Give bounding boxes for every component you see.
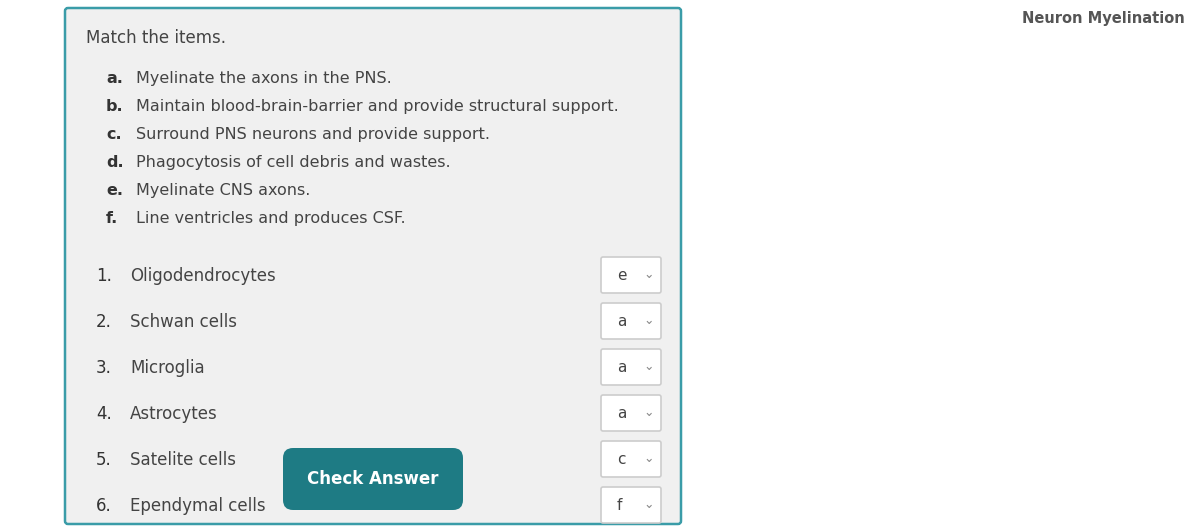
Text: Schwan cells: Schwan cells — [130, 313, 238, 331]
Text: Microglia: Microglia — [130, 359, 205, 377]
Text: Oligodendrocytes: Oligodendrocytes — [130, 267, 276, 285]
Text: Phagocytosis of cell debris and wastes.: Phagocytosis of cell debris and wastes. — [136, 155, 451, 170]
Text: f: f — [617, 498, 623, 512]
Text: e: e — [617, 268, 626, 282]
Text: b.: b. — [106, 99, 124, 114]
Text: 4.: 4. — [96, 405, 112, 423]
Text: Surround PNS neurons and provide support.: Surround PNS neurons and provide support… — [136, 127, 490, 142]
FancyBboxPatch shape — [601, 349, 661, 385]
Text: ⌄: ⌄ — [643, 452, 654, 466]
Text: Match the items.: Match the items. — [86, 29, 226, 47]
Text: Line ventricles and produces CSF.: Line ventricles and produces CSF. — [136, 211, 406, 226]
FancyBboxPatch shape — [601, 257, 661, 293]
Text: e.: e. — [106, 183, 124, 198]
Text: Neuron Myelination: Neuron Myelination — [1022, 11, 1186, 26]
Text: a: a — [617, 313, 626, 329]
Text: a: a — [617, 406, 626, 421]
Text: d.: d. — [106, 155, 124, 170]
Text: Myelinate CNS axons.: Myelinate CNS axons. — [136, 183, 311, 198]
Text: a.: a. — [106, 71, 122, 86]
Text: ⌄: ⌄ — [643, 361, 654, 373]
Text: ⌄: ⌄ — [643, 269, 654, 281]
Text: Check Answer: Check Answer — [307, 470, 439, 488]
Text: a: a — [617, 359, 626, 374]
Text: c: c — [617, 451, 625, 467]
Text: Myelinate the axons in the PNS.: Myelinate the axons in the PNS. — [136, 71, 391, 86]
Text: Astrocytes: Astrocytes — [130, 405, 217, 423]
FancyBboxPatch shape — [601, 395, 661, 431]
Text: ⌄: ⌄ — [643, 407, 654, 419]
FancyBboxPatch shape — [601, 303, 661, 339]
FancyBboxPatch shape — [283, 448, 463, 510]
Text: ⌄: ⌄ — [643, 499, 654, 511]
Text: Ependymal cells: Ependymal cells — [130, 497, 265, 515]
Text: 1.: 1. — [96, 267, 112, 285]
Text: 2.: 2. — [96, 313, 112, 331]
Text: Maintain blood-brain-barrier and provide structural support.: Maintain blood-brain-barrier and provide… — [136, 99, 619, 114]
Text: ⌄: ⌄ — [643, 314, 654, 328]
Text: c.: c. — [106, 127, 121, 142]
Text: f.: f. — [106, 211, 119, 226]
FancyBboxPatch shape — [601, 441, 661, 477]
FancyBboxPatch shape — [601, 487, 661, 523]
Text: 5.: 5. — [96, 451, 112, 469]
Text: 3.: 3. — [96, 359, 112, 377]
FancyBboxPatch shape — [65, 8, 682, 524]
Text: 6.: 6. — [96, 497, 112, 515]
Text: Satelite cells: Satelite cells — [130, 451, 236, 469]
